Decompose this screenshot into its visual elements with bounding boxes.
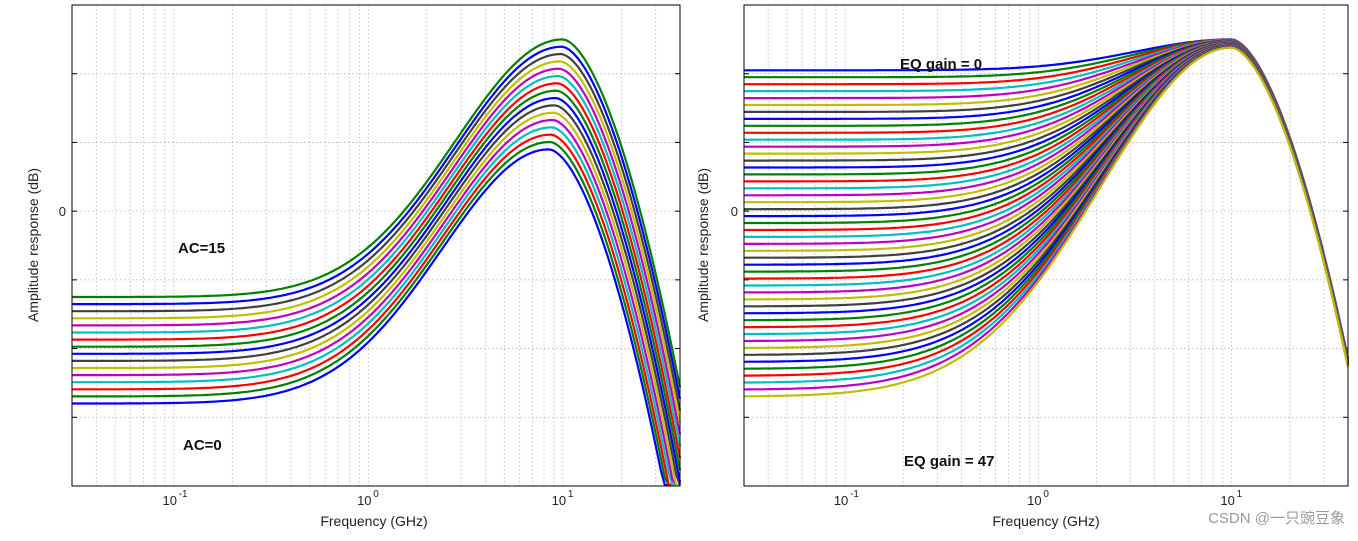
series-line (72, 96, 682, 483)
right-chart: 10 -1 10 0 10 1 0 Frequency (GHz) Amplitude r… (695, 4, 1350, 529)
series-line (72, 45, 682, 400)
series-line (743, 46, 1350, 398)
right-x-axis-label: Frequency (GHz) (992, 513, 1099, 529)
left-series (72, 38, 682, 487)
x-tick-label: 10 (357, 493, 371, 508)
right-y-axis-label: Amplitude response (dB) (695, 168, 711, 322)
series-line (72, 148, 680, 487)
series-line (72, 111, 680, 487)
series-line (72, 53, 682, 411)
x-tick-exponent: 0 (373, 489, 379, 500)
x-tick-exponent: 1 (1237, 489, 1243, 500)
x-tick-exponent: -1 (850, 489, 859, 500)
left-y-tick-labels: 0 (59, 204, 66, 219)
x-tick-exponent: 0 (1043, 489, 1049, 500)
y-tick-label: 0 (59, 204, 66, 219)
series-line (72, 60, 682, 423)
left-x-tick-labels: 10 -1 10 0 10 1 (162, 489, 573, 508)
right-plot-frame (743, 4, 1349, 487)
left-y-axis-label: Amplitude response (dB) (25, 168, 41, 322)
x-tick-label: 10 (162, 493, 176, 508)
series-line (72, 89, 682, 471)
right-x-tick-labels: 10 -1 10 0 10 1 (834, 489, 1243, 508)
right-series (743, 38, 1350, 398)
series-line (72, 140, 680, 487)
right-annotation-eq0: EQ gain = 0 (900, 56, 982, 73)
series-line (72, 133, 680, 487)
series-line (72, 38, 682, 388)
right-annotation-eq47: EQ gain = 47 (904, 453, 994, 470)
series-line (72, 82, 682, 459)
series-line (72, 104, 682, 486)
left-plot-frame (71, 4, 681, 487)
right-grid (743, 5, 1349, 486)
x-tick-label: 10 (834, 493, 848, 508)
series-line (72, 126, 680, 487)
x-tick-exponent: 1 (568, 489, 574, 500)
right-y-tick-labels: 0 (731, 204, 738, 219)
left-annotation-ac0: AC=0 (183, 437, 222, 454)
left-x-axis-label: Frequency (GHz) (320, 513, 427, 529)
series-line (72, 74, 682, 447)
series-line (72, 118, 680, 487)
x-tick-label: 10 (552, 493, 566, 508)
series-line (72, 67, 682, 435)
watermark: CSDN @一只豌豆象 (1208, 510, 1345, 527)
left-annotation-ac15: AC=15 (178, 240, 225, 257)
x-tick-label: 10 (1027, 493, 1041, 508)
left-chart: 10 -1 10 0 10 1 0 Frequency (GHz) Amplitude r… (25, 4, 682, 529)
x-tick-exponent: -1 (179, 489, 188, 500)
y-tick-label: 0 (731, 204, 738, 219)
x-tick-label: 10 (1220, 493, 1234, 508)
